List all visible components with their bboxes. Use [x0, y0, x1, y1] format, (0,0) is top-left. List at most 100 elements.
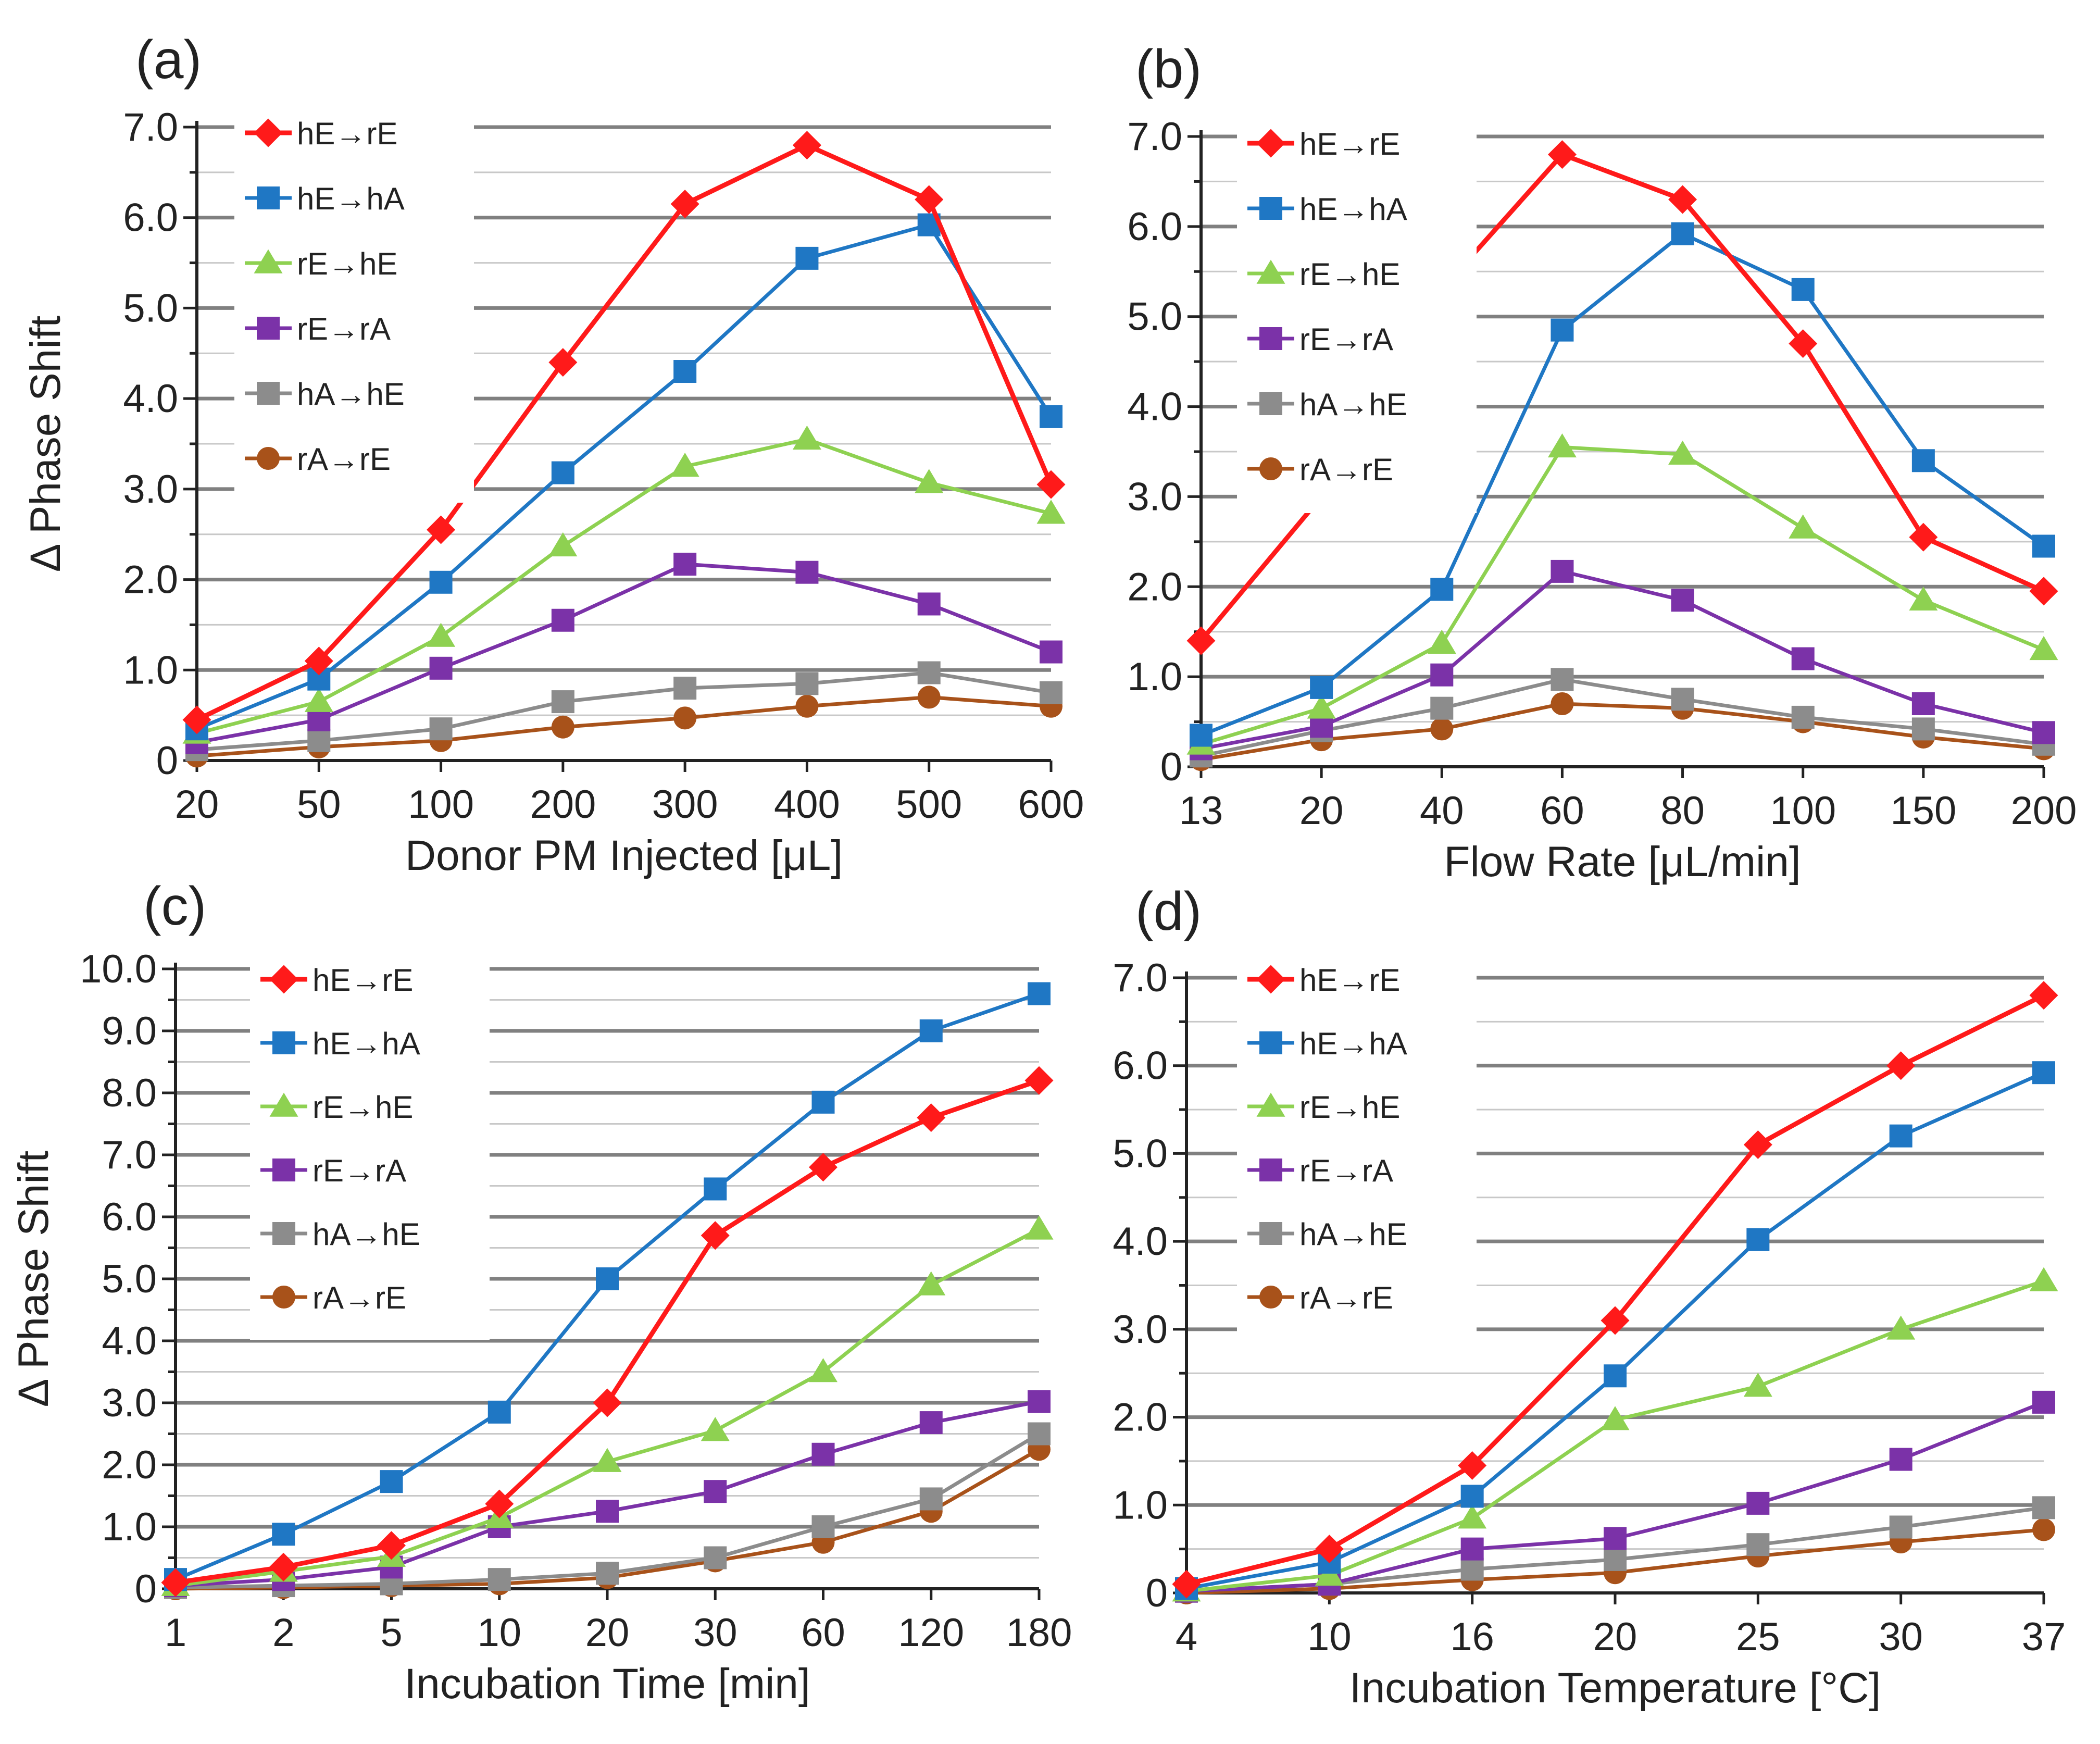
series-line — [196, 562, 1052, 744]
series-4 — [185, 661, 1062, 762]
legend-label: rE→rA — [1299, 322, 1393, 357]
legend-swatch-marker — [1259, 392, 1282, 415]
x-tick-label: 400 — [774, 782, 840, 827]
y-tick-label: 6.0 — [1112, 1044, 1168, 1088]
series-group — [1172, 981, 2058, 1604]
panel-label: (a) — [135, 30, 202, 90]
y-tick-label: 0 — [135, 1567, 157, 1611]
data-point — [485, 1489, 514, 1518]
series-line — [1201, 677, 2044, 758]
series-line — [196, 437, 1052, 736]
legend-background — [1237, 948, 1477, 1340]
x-tick-label: 10 — [477, 1611, 521, 1655]
data-point — [1604, 1548, 1627, 1571]
data-point — [811, 1090, 835, 1114]
data-point — [1551, 668, 1574, 691]
y-tick-label: 7.0 — [1127, 115, 1182, 159]
data-point — [1190, 724, 1212, 747]
legend-label: hA→hE — [297, 377, 405, 412]
data-point — [1789, 514, 1818, 539]
data-point — [1746, 1533, 1770, 1556]
series-line — [1201, 569, 2044, 751]
data-point — [917, 592, 941, 616]
legend-label: hA→hE — [312, 1217, 420, 1252]
y-tick-label: 1.0 — [1127, 655, 1182, 699]
data-point — [1909, 522, 1938, 552]
series-0 — [1172, 981, 2058, 1599]
legend: hE→rE hE→hA rE→hE rE→rA hA→hE rA→rE — [234, 102, 474, 503]
y-tick-label: 6.0 — [102, 1195, 157, 1239]
y-tick-label: 5.0 — [1127, 295, 1182, 339]
data-point — [1460, 1485, 1484, 1508]
data-point — [429, 656, 453, 680]
data-point — [1040, 640, 1062, 664]
data-point — [380, 1470, 403, 1493]
data-point — [1791, 647, 1815, 670]
legend-swatch-marker — [272, 1158, 295, 1181]
data-point — [429, 570, 453, 594]
data-point — [809, 1153, 838, 1182]
y-tick-label: 3.0 — [102, 1381, 157, 1425]
data-point — [1430, 696, 1454, 720]
data-point — [1458, 1451, 1487, 1480]
data-point — [488, 1400, 511, 1424]
series-1 — [1190, 222, 2055, 747]
data-point — [596, 1500, 619, 1523]
data-point — [1547, 140, 1577, 169]
data-point — [1601, 1406, 1630, 1430]
data-point — [593, 1448, 622, 1472]
y-tick-label: 7.0 — [123, 105, 178, 150]
data-point — [1028, 1390, 1051, 1413]
data-point — [1551, 559, 1574, 583]
data-point — [673, 706, 697, 730]
legend-swatch-marker — [1259, 1286, 1282, 1309]
data-point — [161, 1568, 190, 1597]
legend-swatch-marker — [272, 1286, 295, 1309]
y-tick-label: 3.0 — [123, 467, 178, 512]
x-tick-label: 600 — [1018, 782, 1084, 827]
x-tick-label: 10 — [1307, 1615, 1352, 1659]
y-tick-label: 2.0 — [102, 1443, 157, 1487]
data-point — [1310, 676, 1333, 699]
data-point — [704, 1480, 727, 1503]
data-point — [1547, 433, 1577, 458]
y-tick-label: 3.0 — [1112, 1307, 1168, 1352]
data-point — [704, 1546, 727, 1569]
data-point — [1036, 500, 1066, 524]
series-line — [196, 695, 1052, 758]
data-point — [304, 688, 333, 712]
data-point — [2032, 1518, 2055, 1541]
series-3 — [185, 553, 1062, 754]
legend-label: hA→hE — [1299, 387, 1407, 422]
legend-swatch-marker — [1259, 457, 1282, 480]
data-point — [809, 1358, 838, 1382]
data-point — [1604, 1364, 1627, 1388]
data-point — [1601, 1306, 1630, 1335]
legend-swatch-marker — [272, 1222, 295, 1245]
data-point — [1791, 278, 1815, 301]
data-point — [1315, 1561, 1344, 1586]
data-point — [673, 360, 697, 383]
data-point — [548, 532, 578, 557]
legend-label: rA→rE — [1299, 1280, 1393, 1315]
y-tick-label: 1.0 — [1112, 1483, 1168, 1527]
data-point — [427, 515, 456, 544]
data-point — [1668, 440, 1697, 465]
x-tick-label: 180 — [1006, 1611, 1072, 1655]
x-tick-label: 1 — [165, 1611, 186, 1655]
data-point — [551, 461, 574, 484]
x-tick-label: 100 — [1770, 789, 1836, 833]
data-point — [670, 453, 699, 477]
data-point — [1307, 694, 1336, 719]
legend-swatch-marker — [257, 317, 280, 340]
series-line — [1200, 232, 2045, 737]
data-point — [2029, 577, 2058, 606]
data-point — [1668, 185, 1697, 214]
data-point — [1430, 663, 1454, 687]
x-axis-title: Incubation Time [min] — [404, 1660, 810, 1708]
data-point — [1315, 1535, 1344, 1564]
x-axis-title: Flow Rate [μL/min] — [1444, 838, 1801, 886]
legend-label: rE→rA — [312, 1153, 406, 1188]
y-tick-label: 2.0 — [123, 558, 178, 602]
data-point — [673, 677, 697, 700]
